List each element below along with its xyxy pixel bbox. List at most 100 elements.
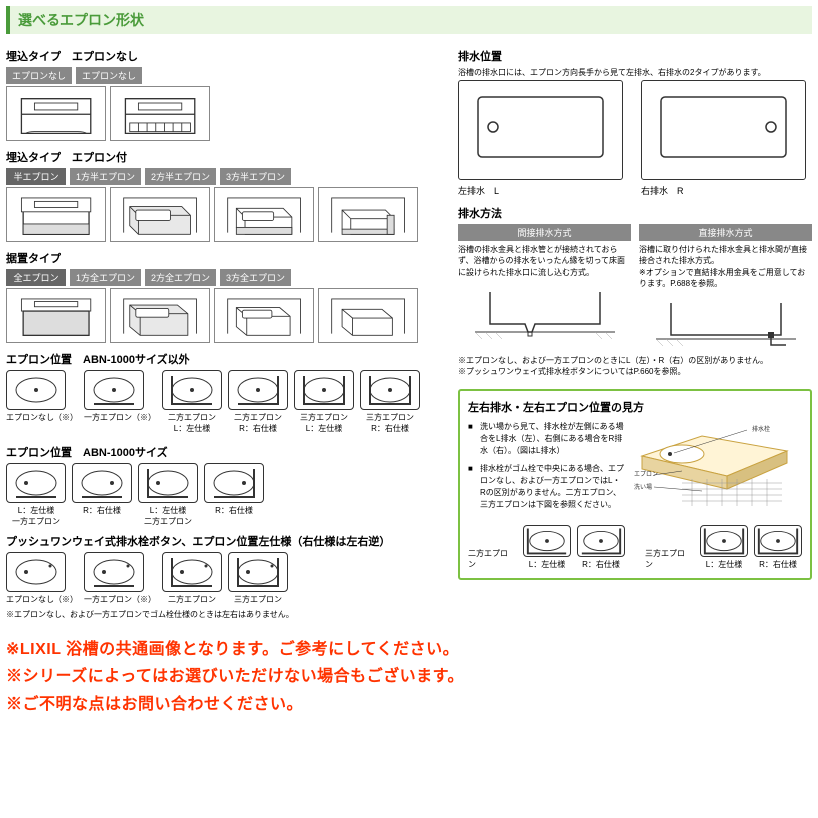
legend: 排水栓 (752, 425, 770, 433)
bullet: 洗い場から見て、排水栓が左側にある場合をL排水（左）、右側にある場合をR排水（右… (468, 421, 624, 457)
pos-item: エプロンなし（※） (6, 370, 78, 434)
drain-diagram-icon (458, 282, 631, 342)
tub-icon (6, 187, 106, 242)
pos-item: 二方エプロン (162, 552, 222, 605)
pos3-row: エプロンなし（※） 一方エプロン（※） 二方エプロン 三方エプロン (6, 552, 446, 605)
pos-item: R：右仕様 (754, 525, 802, 570)
pos-item: 二方エプロン L：左仕様 (162, 370, 222, 434)
pos-label: 一方エプロン（※） (84, 413, 156, 422)
pos1-notes: ※エプロンなし、および一方エプロンのときにL（左）・R（右）の区別がありません。… (458, 355, 812, 377)
pos-label: 二方エプロン (168, 595, 216, 604)
pos-label: 二方エプロン L：左仕様 (168, 413, 216, 433)
pos-label: L：左仕様 (706, 560, 742, 569)
footer-line: ※ご不明な点はお問い合わせください。 (6, 691, 812, 718)
bullet: 排水栓がゴム栓で中央にある場合、エプロンなし、および一方エプロンではL・Rの区別… (468, 463, 624, 511)
sec2-icons (6, 187, 446, 242)
callout-box: 左右排水・左右エプロン位置の見方 洗い場から見て、排水栓が左側にある場合をL排水… (458, 389, 812, 580)
tub-icon (110, 288, 210, 343)
sec3-title: 据置タイプ (6, 250, 446, 266)
tub-icon (6, 288, 106, 343)
callout-diagram-icon: 排水栓 エプロン 洗い場 (632, 421, 802, 511)
main-title: 選べるエプロン形状 (6, 6, 812, 34)
drain-item: 右排水 R (641, 80, 806, 197)
method-title: 排水方法 (458, 205, 812, 221)
drain-item: 左排水 L (458, 80, 623, 197)
callout-body: 洗い場から見て、排水栓が左側にある場合をL排水（左）、右側にある場合をR排水（右… (468, 421, 802, 517)
footer-line: ※シリーズによってはお選びいただけない場合もございます。 (6, 663, 812, 690)
sec3-tabs: 全エプロン 1方全エプロン 2方全エプロン 3方全エプロン (6, 269, 446, 286)
footer-notes: ※LIXIL 浴槽の共通画像となります。ご参考にしてください。 ※シリーズによっ… (6, 636, 812, 718)
pos-item: 一方エプロン（※） (84, 370, 156, 434)
callout-bullets: 洗い場から見て、排水栓が左側にある場合をL排水（左）、右側にある場合をR排水（右… (468, 421, 624, 517)
group-label: 二方エプロン (468, 548, 513, 570)
tab: 1方全エプロン (70, 269, 141, 286)
callout-bottom: 二方エプロン L：左仕様 R：右仕様 三方エプロン L：左仕様 R：右仕様 (468, 525, 802, 570)
drain-desc: 浴槽の排水口には、エプロン方向長手から見て左排水、右排水の2タイプがあります。 (458, 67, 812, 78)
pos-item: 三方エプロン (228, 552, 288, 605)
pos-label: R：右仕様 (83, 506, 121, 515)
pos-label: エプロンなし（※） (6, 413, 78, 422)
group-label: 三方エプロン (645, 548, 690, 570)
pos-item: L：左仕様 (700, 525, 748, 570)
drain-row: 左排水 L 右排水 R (458, 80, 812, 197)
method-tab: 間接排水方式 (458, 224, 631, 241)
pos1-title: エプロン位置 ABN-1000サイズ以外 (6, 351, 446, 367)
sec2-title: 埋込タイプ エプロン付 (6, 149, 446, 165)
sec1-tabs: エプロンなし エプロンなし (6, 67, 446, 84)
tab: 3方全エプロン (220, 269, 291, 286)
sec1-icons (6, 86, 446, 141)
pos-label: エプロンなし（※） (6, 595, 78, 604)
drain-title: 排水位置 (458, 48, 812, 64)
pos-item: L：左仕様 一方エプロン (6, 463, 66, 527)
method-text: 浴槽の排水金具と排水管とが接続されておらず、浴槽からの排水をいったん縁を切って床… (458, 244, 631, 278)
pos-item: R：右仕様 (72, 463, 132, 527)
tab: 半エプロン (6, 168, 66, 185)
pos-label: L：左仕様 一方エプロン (12, 506, 60, 526)
pos2-row: L：左仕様 一方エプロン R：右仕様 L：左仕様 二方エプロン R：右仕様 (6, 463, 446, 527)
pos-label: L：左仕様 (529, 560, 565, 569)
pos-label: 二方エプロン R：右仕様 (234, 413, 282, 433)
pos-label: 三方エプロン L：左仕様 (300, 413, 348, 433)
tab: エプロンなし (6, 67, 72, 84)
pos-label: R：右仕様 (582, 560, 620, 569)
tab: 3方半エプロン (220, 168, 291, 185)
tab: 2方半エプロン (145, 168, 216, 185)
drain-label: 左排水 L (458, 186, 499, 196)
pos3-title: プッシュワンウェイ式排水栓ボタン、エプロン位置左仕様（右仕様は左右逆） (6, 533, 446, 549)
pos-item: 三方エプロン R：右仕様 (360, 370, 420, 434)
left-col: 埋込タイプ エプロンなし エプロンなし エプロンなし 埋込タイプ エプロン付 半… (6, 42, 446, 622)
tub-icon (214, 288, 314, 343)
sec3-icons (6, 288, 446, 343)
method-text: 浴槽に取り付けられた排水金具と排水間が直接接合された排水方式。 ※オプションで直… (639, 244, 812, 289)
tab: 2方全エプロン (145, 269, 216, 286)
callout-group: 二方エプロン L：左仕様 R：右仕様 (468, 525, 625, 570)
tub-icon (6, 86, 106, 141)
sec2-tabs: 半エプロン 1方半エプロン 2方半エプロン 3方半エプロン (6, 168, 446, 185)
pos-item: L：左仕様 (523, 525, 571, 570)
pos3-note: ※エプロンなし、および一方エプロンでゴム栓仕様のときは左右はありません。 (6, 609, 446, 620)
note: ※エプロンなし、および一方エプロンのときにL（左）・R（右）の区別がありません。 (458, 355, 812, 366)
tab: 全エプロン (6, 269, 66, 286)
pos-item: エプロンなし（※） (6, 552, 78, 605)
pos-item: 三方エプロン L：左仕様 (294, 370, 354, 434)
pos-item: R：右仕様 (204, 463, 264, 527)
tab: 1方半エプロン (70, 168, 141, 185)
method-tab: 直接排水方式 (639, 224, 812, 241)
tub-icon (318, 288, 418, 343)
pos-label: R：右仕様 (215, 506, 253, 515)
tab: エプロンなし (76, 67, 142, 84)
pos-label: L：左仕様 二方エプロン (144, 506, 192, 526)
legend: 洗い場 (634, 483, 652, 491)
tub-icon (110, 187, 210, 242)
pos2-title: エプロン位置 ABN-1000サイズ (6, 444, 446, 460)
callout-group: 三方エプロン L：左仕様 R：右仕様 (645, 525, 802, 570)
pos-item: 一方エプロン（※） (84, 552, 156, 605)
pos1-row: エプロンなし（※） 一方エプロン（※） 二方エプロン L：左仕様 二方エプロン … (6, 370, 420, 434)
drain-label: 右排水 R (641, 186, 684, 196)
pos-label: 三方エプロン (234, 595, 282, 604)
columns: 埋込タイプ エプロンなし エプロンなし エプロンなし 埋込タイプ エプロン付 半… (6, 42, 812, 622)
tub-icon (214, 187, 314, 242)
legend: エプロン (634, 471, 658, 478)
pos-item: 二方エプロン R：右仕様 (228, 370, 288, 434)
pos-label: 一方エプロン（※） (84, 595, 156, 604)
